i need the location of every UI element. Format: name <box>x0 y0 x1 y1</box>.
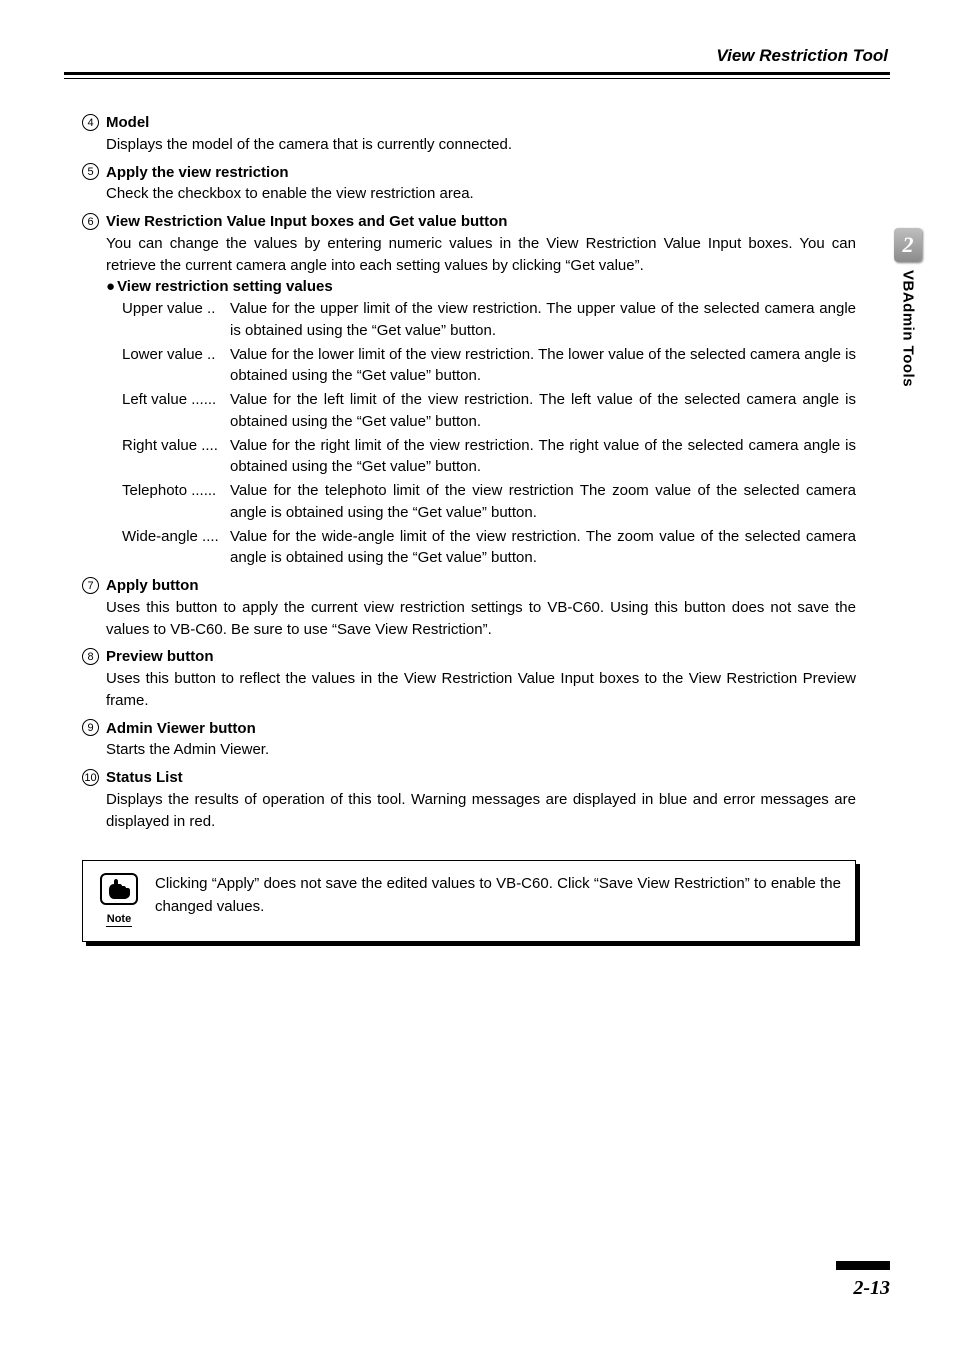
note-hand-icon <box>100 873 138 905</box>
item-title: Preview button <box>106 646 214 668</box>
page: View Restriction Tool 2 VBAdmin Tools 4 … <box>0 0 954 1352</box>
item-heading: 4 Model <box>82 112 856 134</box>
value-desc: Value for the right limit of the view re… <box>230 435 856 479</box>
list-item: 5 Apply the view restriction Check the c… <box>82 162 856 206</box>
note-icon-column: Note <box>97 873 141 929</box>
list-item: 4 Model Displays the model of the camera… <box>82 112 856 156</box>
item-body: Uses this button to reflect the values i… <box>82 668 856 712</box>
header-section-title: View Restriction Tool <box>716 46 888 66</box>
item-number-icon: 9 <box>82 718 106 740</box>
chapter-label: VBAdmin Tools <box>900 270 917 387</box>
item-title: Status List <box>106 767 183 789</box>
value-desc: Value for the left limit of the view res… <box>230 389 856 433</box>
list-item: 9 Admin Viewer button Starts the Admin V… <box>82 718 856 762</box>
note-box: Note Clicking “Apply” does not save the … <box>82 860 856 942</box>
item-number-icon: 10 <box>82 767 106 789</box>
item-title: Admin Viewer button <box>106 718 256 740</box>
item-title: Apply the view restriction <box>106 162 289 184</box>
item-body: Check the checkbox to enable the view re… <box>82 183 856 205</box>
value-label: Lower value .. <box>122 344 230 388</box>
item-heading: 8 Preview button <box>82 646 856 668</box>
item-body: Displays the results of operation of thi… <box>82 789 856 833</box>
value-desc: Value for the lower limit of the view re… <box>230 344 856 388</box>
list-item: 7 Apply button Uses this button to apply… <box>82 575 856 640</box>
subsection-heading: ●View restriction setting values <box>82 276 856 298</box>
value-desc: Value for the upper limit of the view re… <box>230 298 856 342</box>
list-item: 6 View Restriction Value Input boxes and… <box>82 211 856 569</box>
footer-bar <box>836 1261 890 1270</box>
side-tab: 2 VBAdmin Tools <box>894 228 922 428</box>
note-box-inner: Note Clicking “Apply” does not save the … <box>82 860 856 942</box>
value-desc: Value for the telephoto limit of the vie… <box>230 480 856 524</box>
note-label: Note <box>106 914 132 927</box>
item-heading: 7 Apply button <box>82 575 856 597</box>
note-text: Clicking “Apply” does not save the edite… <box>155 873 841 918</box>
value-row: Upper value .. Value for the upper limit… <box>82 298 856 342</box>
value-row: Left value ...... Value for the left lim… <box>82 389 856 433</box>
value-row: Right value .... Value for the right lim… <box>82 435 856 479</box>
value-label: Right value .... <box>122 435 230 479</box>
value-label: Upper value .. <box>122 298 230 342</box>
header-rule-thick <box>64 72 890 75</box>
item-title: Model <box>106 112 149 134</box>
item-heading: 6 View Restriction Value Input boxes and… <box>82 211 856 233</box>
item-number-icon: 4 <box>82 112 106 134</box>
item-body: Displays the model of the camera that is… <box>82 134 856 156</box>
list-item: 10 Status List Displays the results of o… <box>82 767 856 832</box>
item-body: Uses this button to apply the current vi… <box>82 597 856 641</box>
header-rule-thin <box>64 78 890 79</box>
value-row: Wide-angle .... Value for the wide-angle… <box>82 526 856 570</box>
item-body: Starts the Admin Viewer. <box>82 739 856 761</box>
list-item: 8 Preview button Uses this button to ref… <box>82 646 856 711</box>
value-row: Lower value .. Value for the lower limit… <box>82 344 856 388</box>
item-number-icon: 7 <box>82 575 106 597</box>
value-desc: Value for the wide-angle limit of the vi… <box>230 526 856 570</box>
content: 4 Model Displays the model of the camera… <box>82 106 856 942</box>
value-label: Wide-angle .... <box>122 526 230 570</box>
item-body: You can change the values by entering nu… <box>82 233 856 277</box>
subsection-title: View restriction setting values <box>117 278 333 295</box>
item-heading: 9 Admin Viewer button <box>82 718 856 740</box>
value-row: Telephoto ...... Value for the telephoto… <box>82 480 856 524</box>
bullet-icon: ● <box>106 278 115 295</box>
item-title: Apply button <box>106 575 198 597</box>
value-label: Left value ...... <box>122 389 230 433</box>
item-title: View Restriction Value Input boxes and G… <box>106 211 507 233</box>
item-heading: 5 Apply the view restriction <box>82 162 856 184</box>
value-label: Telephoto ...... <box>122 480 230 524</box>
item-heading: 10 Status List <box>82 767 856 789</box>
item-number-icon: 5 <box>82 162 106 184</box>
page-number: 2-13 <box>853 1277 890 1300</box>
item-number-icon: 6 <box>82 211 106 233</box>
item-number-icon: 8 <box>82 646 106 668</box>
chapter-number-badge: 2 <box>894 228 922 262</box>
